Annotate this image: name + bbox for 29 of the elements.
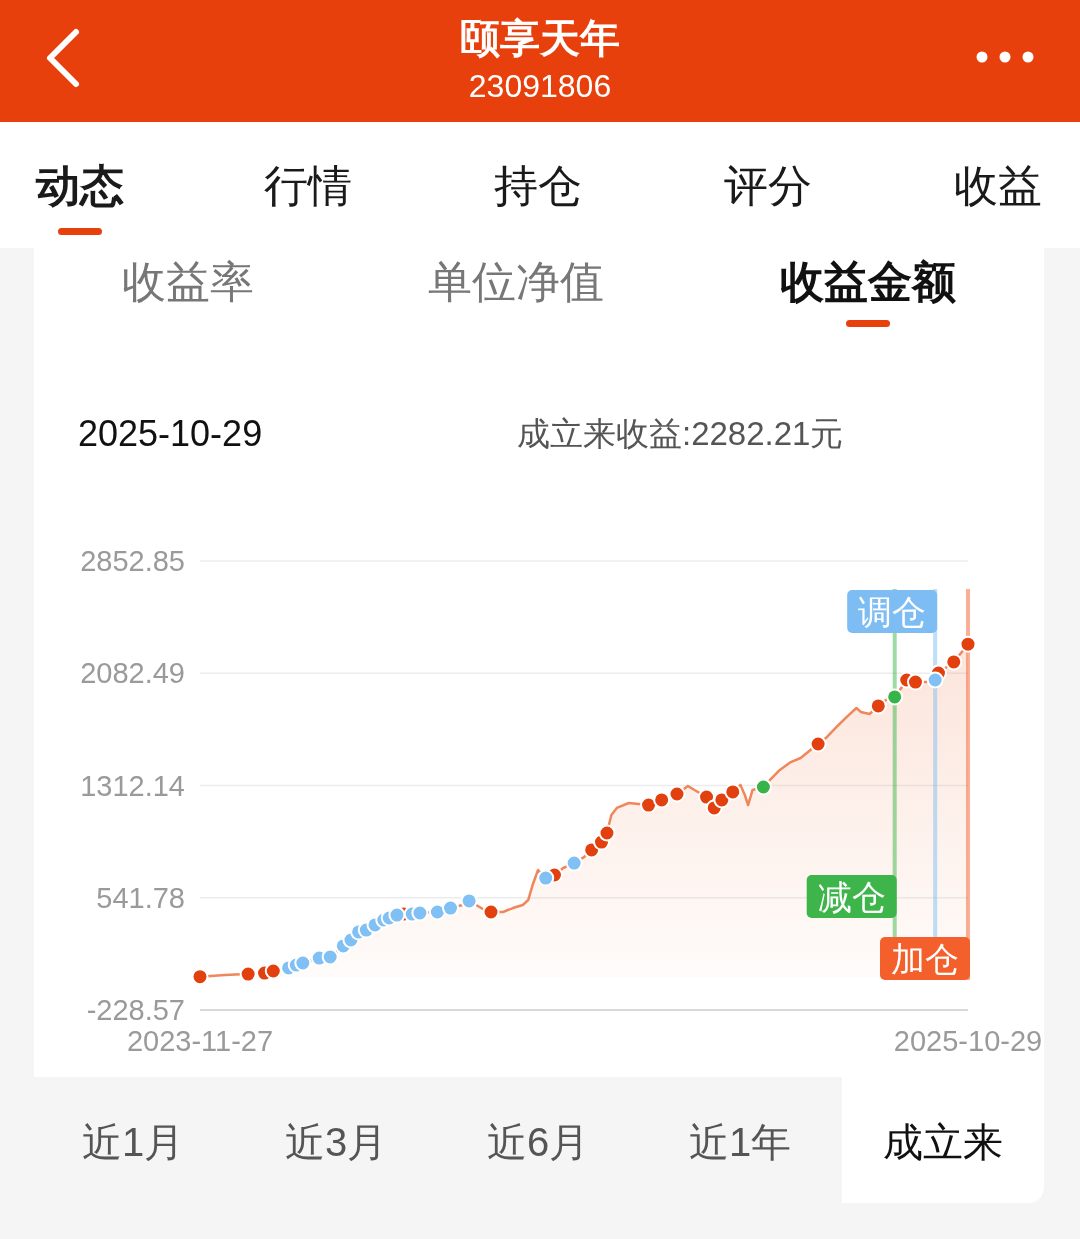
ref-line-label: 调仓 <box>858 593 927 631</box>
text: 2025-10-29 <box>78 412 263 454</box>
y-tick-label: 1312.14 <box>80 769 185 802</box>
text: 近3月 <box>284 1120 388 1164</box>
ref-label: 减仓 <box>806 875 897 918</box>
text: 单位净值 <box>428 256 604 306</box>
y-tick-label: 2852.85 <box>80 545 185 577</box>
y-tick-label: -228.57 <box>86 994 185 1026</box>
text: 动态 <box>35 160 124 210</box>
ref-label: 加仓 <box>880 937 970 980</box>
text: 近1年 <box>688 1120 792 1164</box>
text: 行情 <box>264 160 352 210</box>
text: 成立来 <box>883 1120 1003 1164</box>
text: 收益金额 <box>780 256 956 306</box>
text: 持仓 <box>494 160 582 210</box>
text: 近1月 <box>81 1120 185 1164</box>
text: 评分 <box>724 160 812 210</box>
y-tick-label: 541.78 <box>96 881 185 914</box>
ref-label: 调仓 <box>847 590 938 633</box>
ref-line-label: 加仓 <box>891 940 959 978</box>
text: 收益 <box>954 160 1042 210</box>
text: 成立来收益:2282.21元 <box>517 414 844 452</box>
x-tick-label: 2023-11-27 <box>126 1025 274 1057</box>
text: 收益率 <box>122 256 254 306</box>
chart-title: 颐享天年 <box>460 16 620 60</box>
ref-line-label: 减仓 <box>817 878 886 916</box>
y-tick-label: 2082.49 <box>80 657 185 690</box>
text: 近6月 <box>486 1120 590 1164</box>
chart-subtitle: 23091806 <box>468 68 612 104</box>
